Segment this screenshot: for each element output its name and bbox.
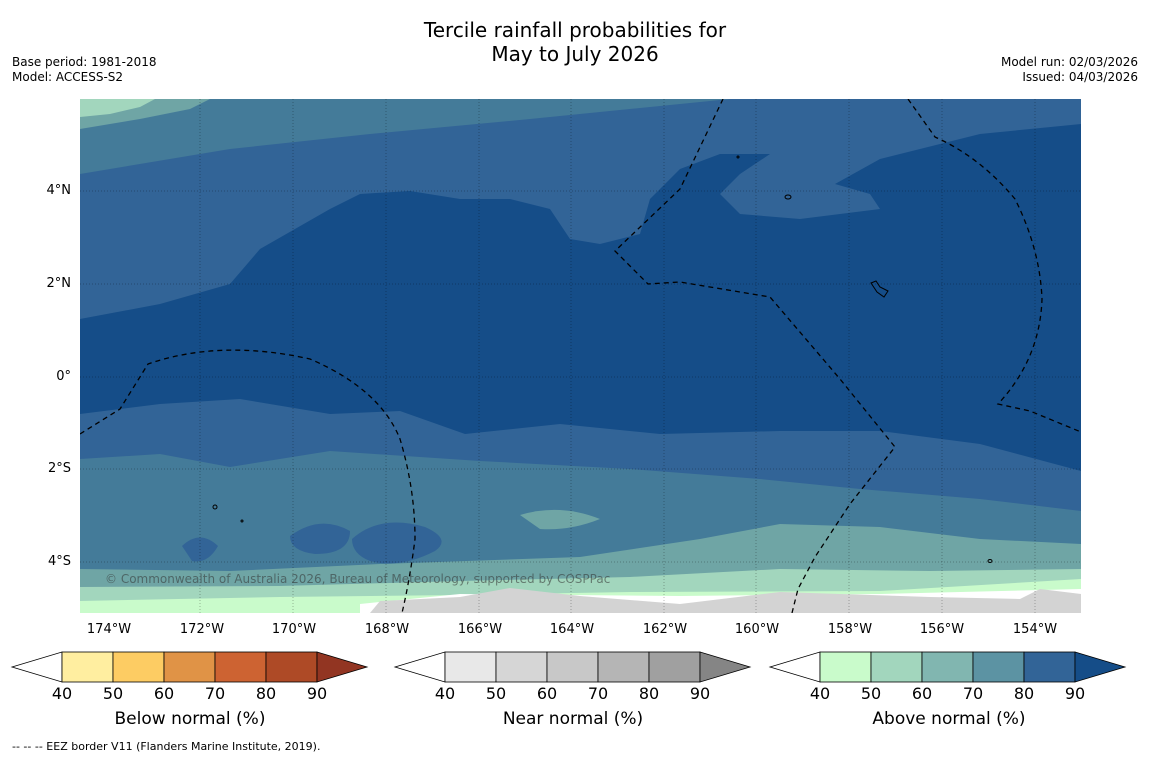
colorbar-tick-label: 90: [1065, 684, 1085, 700]
lon-label-166w: 166°W: [457, 622, 503, 637]
lon-label-170w: 170°W: [271, 622, 317, 637]
footnote: -- -- -- EEZ border V11 (Flanders Marine…: [12, 740, 321, 753]
colorbar-segment: [61, 651, 114, 683]
colorbar-extend-low: [768, 651, 821, 683]
colorbar-below-title: Below normal (%): [114, 709, 266, 729]
title-line-2: May to July 2026: [491, 42, 659, 66]
colorbar-tick-label: 70: [963, 684, 983, 700]
colorbar-segment: [214, 651, 267, 683]
colorbar-tick-label: 50: [861, 684, 881, 700]
lon-label-172w: 172°W: [179, 622, 225, 637]
blob-above-80-b: [352, 522, 442, 564]
colorbar-extend-low: [393, 651, 446, 683]
colorbar-segment: [870, 651, 923, 683]
map-panel[interactable]: © Commonwealth of Australia 2026, Bureau…: [80, 99, 1081, 613]
region-above-90: [80, 124, 1081, 471]
colorbar-near: 40 50 60 70 80 90: [393, 651, 752, 700]
colorbar-segment: [112, 651, 165, 683]
colorbar-tick-label: 60: [154, 684, 174, 700]
lat-label-0: 0°: [56, 369, 71, 384]
colorbar-above-title: Above normal (%): [872, 709, 1026, 729]
colorbar-extend-high: [1074, 651, 1127, 683]
colorbar-tick-label: 50: [103, 684, 123, 700]
colorbar-tick-label: 70: [588, 684, 608, 700]
colorbar-above: 40 50 60 70 80 90: [768, 651, 1127, 700]
colorbar-segment: [648, 651, 701, 683]
colorbar-segment: [1023, 651, 1076, 683]
lon-label-156w: 156°W: [919, 622, 965, 637]
colorbar-tick-label: 60: [912, 684, 932, 700]
lon-label-154w: 154°W: [1012, 622, 1058, 637]
islands: [212, 155, 993, 563]
colorbar-tick-label: 60: [537, 684, 557, 700]
colorbar-segment: [495, 651, 548, 683]
colorbar-segment: [265, 651, 318, 683]
blob-above-80-a: [290, 523, 350, 554]
colorbar-tick-label: 90: [307, 684, 327, 700]
colorbar-segment: [597, 651, 650, 683]
lon-label-174w: 174°W: [86, 622, 132, 637]
colorbar-tick-label: 70: [205, 684, 225, 700]
colorbar-extend-low: [10, 651, 63, 683]
meta-left: Base period: 1981-2018 Model: ACCESS-S2: [12, 55, 157, 85]
lon-label-158w: 158°W: [827, 622, 873, 637]
chart-title: Tercile rainfall probabilities for May t…: [0, 18, 1150, 66]
graticule: [80, 99, 1081, 613]
region-near-50: [370, 588, 1081, 613]
lat-label-2s: 2°S: [47, 461, 71, 476]
eez-borders: [80, 99, 1081, 613]
colorbar-below: 40 50 60 70 80 90: [10, 651, 369, 700]
colorbar-segment: [819, 651, 872, 683]
colorbar-segment: [546, 651, 599, 683]
colorbar-extend-high: [316, 651, 369, 683]
lon-label-164w: 164°W: [549, 622, 595, 637]
lat-label-4s: 4°S: [47, 554, 71, 569]
copyright-notice: © Commonwealth of Australia 2026, Bureau…: [105, 572, 611, 586]
title-line-1: Tercile rainfall probabilities for: [423, 18, 727, 42]
colorbar-tick-label: 90: [690, 684, 710, 700]
lat-label-2n: 2°N: [46, 276, 72, 291]
colorbar-tick-label: 40: [435, 684, 455, 700]
colorbar-tick-label: 40: [52, 684, 72, 700]
colorbar-extend-high: [699, 651, 752, 683]
colorbar-tick-label: 50: [486, 684, 506, 700]
blob-above-60: [520, 509, 600, 530]
model-run: Model run: 02/03/2026: [1000, 55, 1138, 69]
model-name: Model: ACCESS-S2: [12, 70, 124, 84]
colorbar-tick-label: 80: [639, 684, 659, 700]
lon-label-160w: 160°W: [734, 622, 780, 637]
lat-label-4n: 4°N: [46, 183, 72, 198]
region-above-50-top: [80, 99, 155, 117]
colorbar-tick-label: 80: [256, 684, 276, 700]
colorbar-segment: [921, 651, 974, 683]
issued-date: Issued: 04/03/2026: [1022, 70, 1138, 84]
colorbar-near-title: Near normal (%): [502, 709, 644, 729]
colorbar-tick-label: 40: [810, 684, 830, 700]
colorbar-segment: [972, 651, 1025, 683]
lon-label-162w: 162°W: [642, 622, 688, 637]
lon-label-168w: 168°W: [364, 622, 410, 637]
colorbar-segment: [163, 651, 216, 683]
colorbar-tick-label: 80: [1014, 684, 1034, 700]
blob-above-80-c: [182, 537, 218, 562]
map-svg: [80, 99, 1081, 613]
base-period: Base period: 1981-2018: [12, 55, 157, 69]
colorbar-segment: [444, 651, 497, 683]
meta-right: Model run: 02/03/2026 Issued: 04/03/2026: [1001, 55, 1138, 85]
